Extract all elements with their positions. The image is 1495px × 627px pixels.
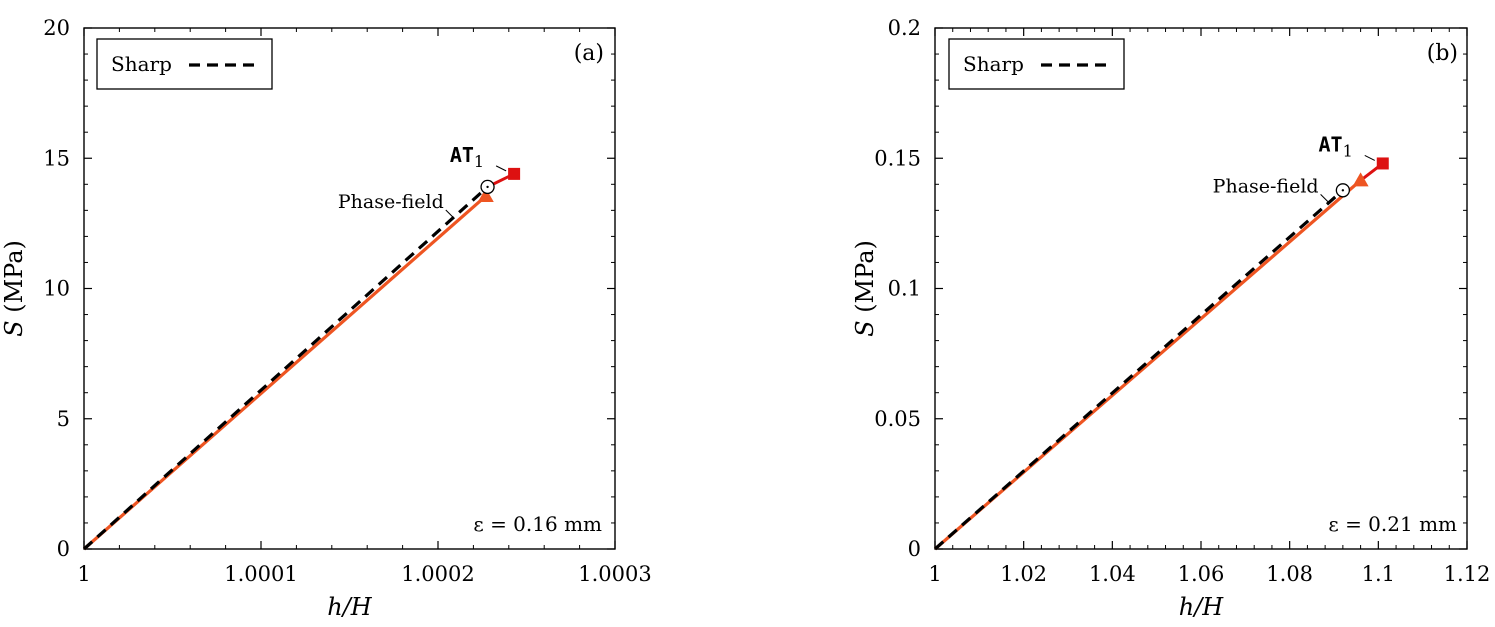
legend: Sharp [96, 38, 273, 90]
y-axis-label: S (MPa) [851, 240, 879, 337]
x-tick-label: 1.12 [1444, 562, 1491, 586]
y-tick-label: 0.15 [874, 146, 921, 170]
at1-label: AT1 [450, 143, 484, 171]
plot-frame [934, 27, 1468, 550]
at1-end-marker [1376, 157, 1389, 170]
panel-label: (a) [574, 41, 604, 66]
x-tick-label: 1 [77, 562, 90, 586]
sharp-line [933, 189, 1344, 551]
y-tick-label: 0 [908, 537, 921, 561]
legend-box [948, 38, 1125, 90]
legend-label-sharp: Sharp [963, 52, 1024, 76]
epsilon-annotation: ε = 0.16 mm [473, 512, 602, 536]
sharp-end-marker-dot [486, 185, 489, 189]
x-tick-label: 1.0003 [578, 562, 651, 586]
phase-field-label: Phase-field [1213, 175, 1319, 197]
x-tick-label: 1.02 [1000, 562, 1047, 586]
chart-panel-a: 1 1.0001 1.0002 1.0003 0 5 10 15 20 h/H S (MPa) Pha… [0, 16, 652, 621]
y-tick-label: 0.1 [888, 277, 921, 301]
panel-label: (b) [1427, 41, 1458, 66]
phase-field-leader [1320, 194, 1329, 203]
x-tick-label: 1.0002 [401, 562, 474, 586]
sharp-end-marker-dot [1341, 189, 1345, 192]
phase-field-end-marker [477, 188, 494, 203]
phase-field-leader [445, 209, 455, 219]
y-tick-label: 10 [43, 277, 70, 301]
x-tick-label: 1.06 [1178, 562, 1225, 586]
legend: Sharp [948, 38, 1125, 90]
at1-leader [495, 165, 507, 172]
x-tick-label: 1.1 [1362, 562, 1395, 586]
phase-field-label: Phase-field [338, 191, 444, 213]
y-tick-label: 15 [43, 146, 70, 170]
y-tick-label: 20 [43, 16, 70, 40]
x-axis-label: h/H [1179, 593, 1225, 621]
x-tick-label: 1.0001 [224, 562, 297, 586]
at1-label: AT1 [1318, 132, 1352, 160]
phase-field-line [82, 194, 487, 551]
legend-label-sharp: Sharp [111, 52, 172, 76]
y-axis-label: S (MPa) [0, 240, 28, 337]
chart-panel-b: 1 1.02 1.04 1.06 1.08 1.1 1.12 0 0.05 0.1 0.15 0.2 h… [851, 16, 1490, 621]
sharp-line [82, 185, 489, 551]
plot-frame [83, 27, 616, 550]
x-tick-label: 1.04 [1089, 562, 1136, 586]
y-tick-label: 0 [57, 537, 70, 561]
epsilon-annotation: ε = 0.21 mm [1328, 512, 1457, 536]
x-axis-label: h/H [327, 593, 373, 621]
y-tick-label: 0.2 [888, 16, 921, 40]
at1-leader [1364, 155, 1375, 161]
y-tick-label: 0.05 [874, 407, 921, 431]
y-tick-label: 5 [57, 407, 70, 431]
phase-field-line [933, 179, 1362, 551]
at1-end-marker [508, 167, 521, 180]
x-tick-label: 1 [928, 562, 941, 586]
legend-box [96, 38, 273, 90]
phase-field-end-marker [1352, 172, 1369, 187]
x-tick-label: 1.08 [1266, 562, 1313, 586]
